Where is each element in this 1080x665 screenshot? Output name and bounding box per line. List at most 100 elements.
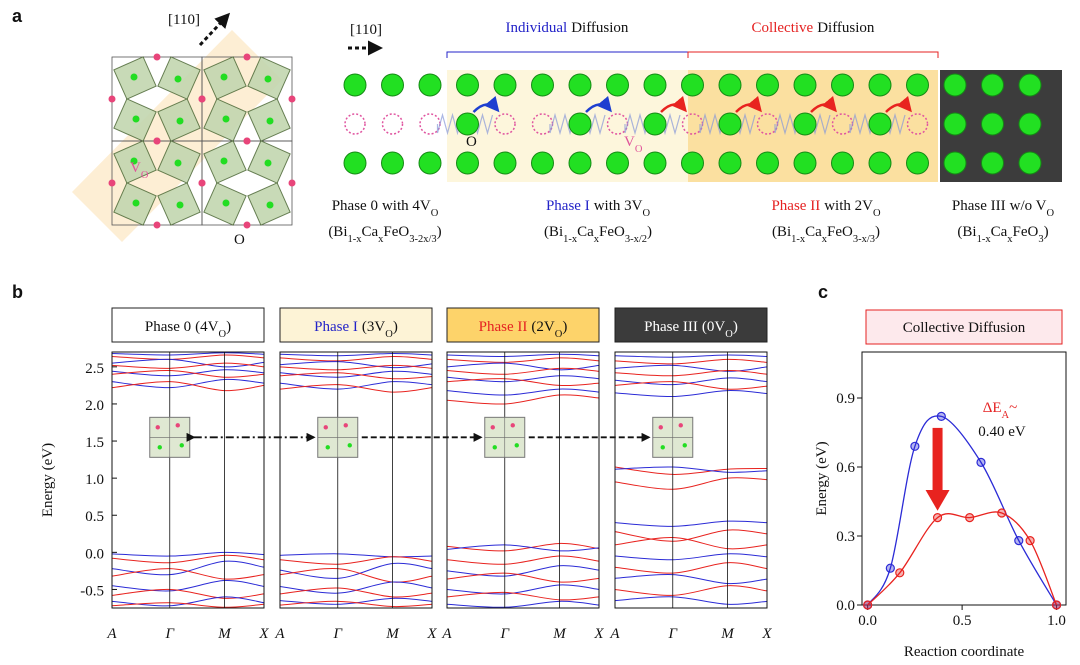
direction-label: [110] xyxy=(350,22,382,38)
inset-atom xyxy=(658,425,663,430)
title-box xyxy=(614,307,768,343)
y-tick-label: 2.0 xyxy=(85,398,104,414)
k-label: X xyxy=(761,626,772,642)
k-label: A xyxy=(609,626,620,642)
oxygen-atom xyxy=(1018,112,1042,136)
subscript: x xyxy=(378,234,384,245)
text-part: with 4V xyxy=(382,198,431,214)
band xyxy=(280,562,432,579)
plot-frame xyxy=(861,351,1067,606)
subscript: O xyxy=(385,329,393,340)
y-tick-label: 1.5 xyxy=(85,435,104,451)
text-part: (Bi xyxy=(544,224,563,240)
atom xyxy=(943,73,967,97)
atom xyxy=(456,73,479,97)
y-tick-label: 0.0 xyxy=(836,598,855,614)
atom xyxy=(606,151,629,175)
data-point xyxy=(936,411,946,421)
k-label: X xyxy=(593,626,604,642)
band xyxy=(615,596,767,605)
plot-frame xyxy=(279,351,433,609)
inset-atom xyxy=(155,425,160,430)
inset-atom xyxy=(325,445,330,450)
k-label: M xyxy=(720,626,735,642)
bands xyxy=(112,352,264,608)
text-part: Ca xyxy=(361,224,378,240)
text-part: (Bi xyxy=(772,224,791,240)
oxygen-vacancy-site xyxy=(153,53,161,61)
atom xyxy=(456,151,479,175)
k-label: X xyxy=(426,626,437,642)
oxygen-vacancy-site xyxy=(243,221,251,229)
subscript: 1-x xyxy=(977,234,992,245)
inset-atom xyxy=(660,445,665,450)
oxygen-vacancy-site xyxy=(198,179,206,187)
atom xyxy=(381,73,404,97)
y-tick-label: 2.5 xyxy=(85,361,104,377)
region-title: Individual Diffusion xyxy=(506,20,629,36)
y-axis-label: Energy (eV) xyxy=(40,443,56,517)
subscript: 1-x xyxy=(347,234,362,245)
subscript: O xyxy=(635,144,643,155)
band xyxy=(615,354,767,358)
oxygen-site xyxy=(222,199,230,207)
atom xyxy=(906,73,929,97)
oxygen-site xyxy=(176,201,184,209)
band xyxy=(447,542,599,552)
y-tick-label: 0.5 xyxy=(85,509,104,525)
vacancy xyxy=(906,113,929,135)
band xyxy=(280,587,432,598)
band xyxy=(112,602,264,608)
atom xyxy=(831,73,854,97)
phase-name: Phase II xyxy=(479,319,528,335)
bands xyxy=(280,352,432,608)
k-label: M xyxy=(552,626,567,642)
atom xyxy=(718,73,742,97)
text-part: (4V xyxy=(195,319,218,335)
atom xyxy=(1018,151,1042,175)
band xyxy=(615,381,767,390)
text-part: ) xyxy=(875,224,880,240)
band xyxy=(280,581,432,594)
inset-lattice xyxy=(484,417,525,458)
y-axis-label: Energy (eV) xyxy=(814,441,830,515)
band xyxy=(112,381,264,392)
atom xyxy=(531,73,554,97)
oxygen-site xyxy=(220,73,228,81)
subscript: x xyxy=(822,234,828,245)
oxygen-vacancy-site xyxy=(153,221,161,229)
text-part: ~ xyxy=(1009,400,1017,416)
subscript: 3 xyxy=(1038,234,1043,245)
oxygen-atom xyxy=(718,112,742,136)
oxygen-label: O xyxy=(466,134,477,150)
inset-lattice xyxy=(317,417,358,458)
phase-formula: (Bi1-xCaxFeO3-x/3) xyxy=(772,224,880,245)
data-point xyxy=(1014,535,1024,546)
band xyxy=(615,466,767,475)
plot-frame xyxy=(446,351,600,609)
band xyxy=(447,362,599,371)
k-label: Γ xyxy=(332,626,343,642)
inset-atom xyxy=(179,443,184,448)
bands xyxy=(447,353,599,608)
plot-frame xyxy=(111,351,265,609)
data-point xyxy=(910,441,920,451)
vacancy-label: VO xyxy=(624,134,643,155)
band xyxy=(447,591,599,601)
subscript: 3-x/2 xyxy=(625,234,647,245)
subscript: O xyxy=(1046,208,1054,219)
text-part: Diffusion xyxy=(817,20,875,36)
text-part: with 2V xyxy=(824,198,873,214)
inset-atom xyxy=(347,443,352,448)
hop-arrow xyxy=(735,95,762,113)
data-point xyxy=(932,512,943,523)
text-part: w/o V xyxy=(1010,198,1047,214)
panel-title: Phase III (0VO) xyxy=(644,319,738,340)
text-part: Ca xyxy=(805,224,822,240)
k-label: Γ xyxy=(667,626,678,642)
phase-caption: Phase 0 with 4VO xyxy=(332,198,439,219)
phase-name: Phase III xyxy=(952,198,1006,214)
panel-title: Phase II (2VO) xyxy=(479,319,568,340)
x-tick-label: 0.0 xyxy=(858,613,877,629)
